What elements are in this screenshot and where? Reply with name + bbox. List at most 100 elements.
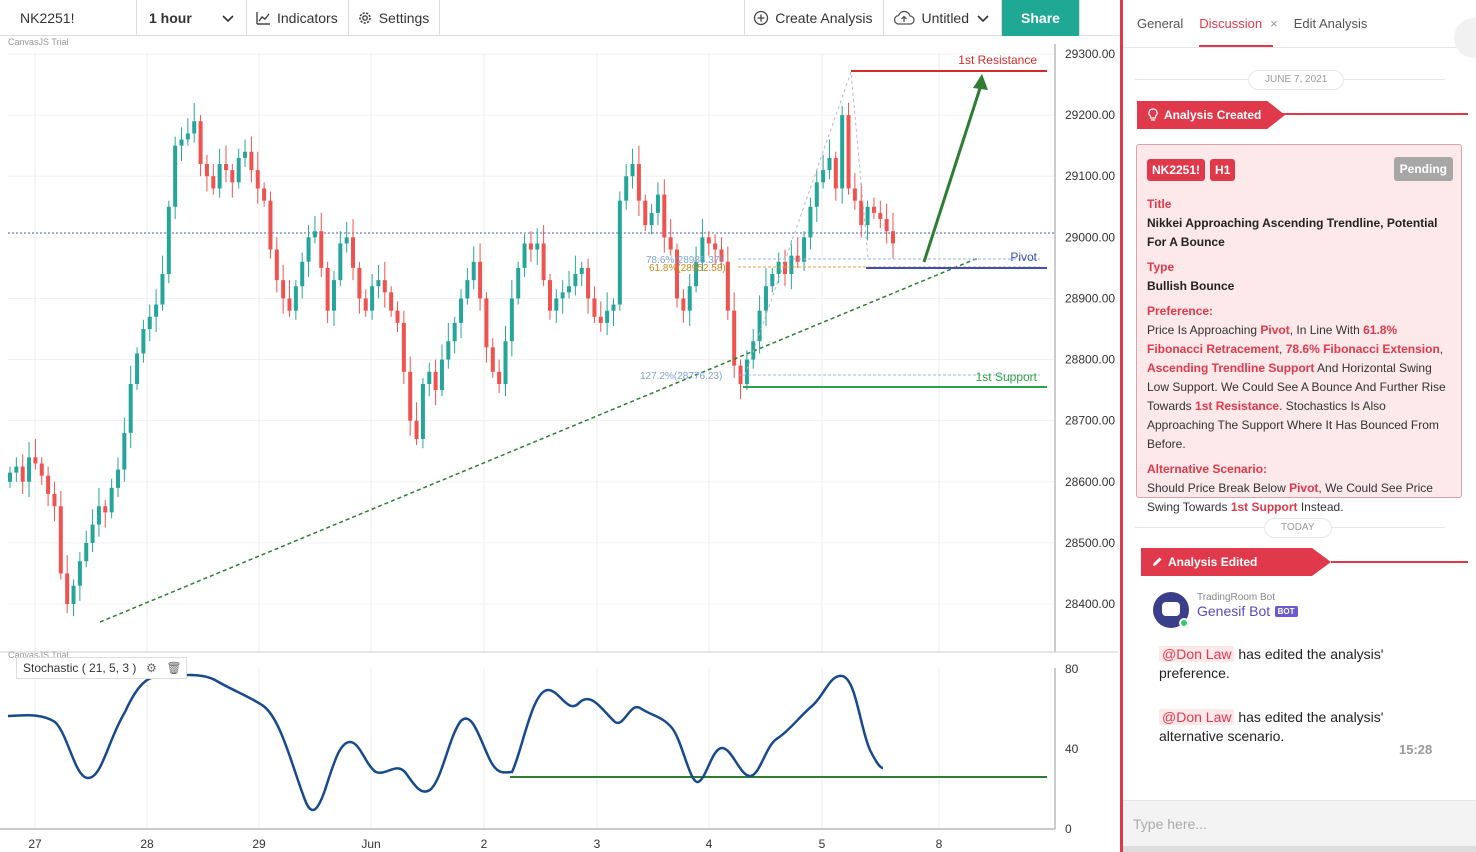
chat-input-box — [1123, 800, 1476, 846]
analysis-title: Nikkei Approaching Ascending Trendline, … — [1147, 216, 1438, 249]
candle-body — [363, 298, 368, 311]
alternative-text: Should Price Break Below Pivot, We Could… — [1147, 479, 1451, 517]
text-segment: And Horizontal Swing Low Support. We Cou… — [1147, 361, 1446, 413]
chat-input[interactable] — [1133, 809, 1453, 839]
candle-body — [833, 157, 838, 189]
user-mention[interactable]: @Don Law — [1159, 709, 1235, 725]
create-analysis-label: Create Analysis — [775, 10, 873, 26]
candle-body — [27, 457, 32, 482]
bot-tag: BOT — [1274, 606, 1298, 618]
pivot-label: Pivot — [1010, 250, 1037, 264]
title-label: Title — [1147, 197, 1172, 211]
symbol-badge: NK2251! — [1147, 159, 1206, 181]
share-button[interactable]: Share — [1002, 0, 1079, 36]
layout-selector[interactable]: Untitled — [884, 0, 1002, 36]
highlight: 1st Support — [1230, 500, 1298, 514]
candle-body — [560, 292, 565, 299]
candle-body — [135, 353, 140, 384]
candle-body — [859, 200, 864, 226]
message-text: has edited the analysis' preference. — [1159, 646, 1384, 681]
candle-body — [649, 212, 654, 226]
indicators-button[interactable]: Indicators — [247, 0, 349, 36]
chat-message: @Don Law has edited the analysis' prefer… — [1159, 645, 1439, 683]
chart-area[interactable]: 29300.00 29200.00 29100.00 29000.00 28900.00… — [0, 36, 1120, 852]
message-time: 15:28 — [1399, 742, 1433, 757]
candle-body — [141, 329, 146, 354]
candle-body — [592, 298, 597, 317]
settings-label: Settings — [378, 10, 430, 26]
candle-body — [351, 237, 356, 268]
candle-body — [166, 206, 171, 274]
highlight: 1st Resistance — [1195, 399, 1280, 413]
candle-body — [230, 170, 235, 183]
message-text: has edited the analysis' alternative sce… — [1159, 709, 1384, 744]
user-mention[interactable]: @Don Law — [1159, 646, 1235, 662]
date-pill: JUNE 7, 2021 — [1248, 70, 1345, 90]
bot-name[interactable]: Genesif Bot — [1197, 603, 1271, 619]
candle-body — [516, 267, 521, 299]
event-line — [1331, 561, 1468, 563]
candle-body — [528, 243, 533, 250]
candle-body — [46, 475, 51, 494]
robot-icon — [1162, 602, 1180, 616]
candle-body — [643, 200, 648, 226]
candle-body — [331, 280, 336, 311]
symbol-selector[interactable]: NK2251! — [0, 0, 137, 36]
interval-selector[interactable]: 1 hour — [137, 0, 247, 36]
stochastic-label: Stochastic ( 21, 5, 3 ) — [23, 661, 137, 675]
candle-body — [389, 292, 394, 311]
symbol-label: NK2251! — [20, 10, 75, 26]
candle-body — [262, 188, 267, 201]
candle-body — [382, 280, 387, 293]
chat-message: @Don Law has edited the analysis' altern… — [1159, 708, 1439, 746]
close-icon[interactable]: × — [1270, 16, 1278, 31]
tab-discussion[interactable]: Discussion — [1199, 16, 1263, 31]
candle-body — [452, 322, 457, 342]
text-segment: , In Line With — [1289, 323, 1364, 337]
tab-general[interactable]: General — [1137, 16, 1184, 31]
avatar[interactable] — [1153, 592, 1189, 628]
collapse-panel-button[interactable] — [1454, 18, 1476, 58]
candle-body — [503, 341, 508, 384]
candle-body — [325, 267, 330, 311]
candle-body — [344, 237, 349, 244]
candle-body — [630, 164, 635, 177]
candle-body — [490, 347, 495, 372]
trash-icon[interactable]: 🗑 — [166, 661, 182, 675]
candle-body — [655, 194, 660, 213]
stoch-tick-label: 80 — [1065, 662, 1079, 676]
date-pill: TODAY — [1264, 518, 1332, 538]
candle-body — [236, 157, 241, 183]
price-chart[interactable]: 29300.00 29200.00 29100.00 29000.00 28900.00… — [0, 36, 1120, 852]
lightbulb-icon — [1148, 108, 1158, 121]
text-segment: , — [1439, 342, 1444, 356]
candle-body — [20, 466, 25, 482]
candle-body — [567, 286, 572, 293]
gear-icon[interactable]: ⚙ — [146, 661, 157, 675]
create-analysis-button[interactable]: Create Analysis — [745, 0, 884, 36]
candle-body — [795, 255, 800, 262]
tab-edit-analysis[interactable]: Edit Analysis — [1293, 16, 1368, 31]
stochastic-legend: Stochastic ( 21, 5, 3 ) ⚙ 🗑 — [16, 657, 188, 679]
date-tick-label: 28 — [140, 837, 154, 851]
candle-body — [465, 280, 470, 299]
stochastic-line — [7, 673, 884, 812]
candle-body — [96, 506, 101, 525]
candle-body — [687, 286, 692, 311]
panel-scrollbar[interactable] — [1123, 846, 1476, 852]
settings-button[interactable]: Settings — [349, 0, 441, 36]
candle-body — [871, 206, 876, 213]
candle-body — [319, 231, 324, 268]
event-line — [1281, 113, 1468, 115]
candle-body — [370, 286, 375, 311]
date-tick-label: 27 — [28, 837, 42, 851]
candle-body — [420, 384, 425, 439]
candle-body — [338, 243, 343, 281]
candle-body — [427, 371, 432, 384]
candle-body — [312, 231, 317, 238]
preference-label: Preference: — [1147, 304, 1214, 318]
layout-label: Untitled — [921, 10, 969, 26]
date-tick-label: 8 — [936, 837, 943, 851]
candle-body — [535, 243, 540, 250]
